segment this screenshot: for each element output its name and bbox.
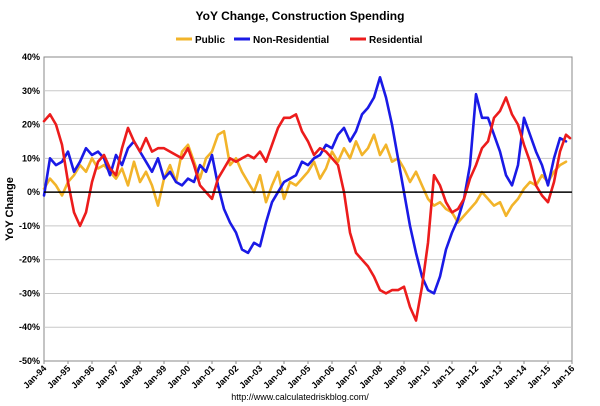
y-tick-label: -10% [19,221,40,231]
legend-label: Residential [369,35,423,46]
legend-label: Public [195,35,225,46]
chart-title: YoY Change, Construction Spending [196,9,405,23]
y-tick-label: 10% [22,153,40,163]
legend-item: Non-Residential [234,35,329,46]
source-url: http://www.calculatedriskblog.com/ [231,392,369,402]
y-tick-label: 0% [27,187,40,197]
series-line-non-residential [42,76,568,295]
legend-item: Public [176,35,225,46]
y-axis: -50% -40% -30% -20% -10% 0% 10% 20% 30% 40% [19,52,40,366]
y-tick-label: 20% [22,120,40,130]
y-tick-label: -40% [19,322,40,332]
y-tick-label: -50% [19,356,40,366]
y-tick-label: 40% [22,52,40,62]
y-tick-label: -20% [19,255,40,265]
plot-area [43,56,573,362]
series-group [42,76,572,322]
series-line-public [42,130,568,224]
legend: Public Non-Residential Residential [176,35,423,46]
series-line-residential [42,96,572,322]
y-axis-label: YoY Change [4,177,16,241]
legend-item: Residential [350,35,423,46]
y-tick-label: 30% [22,86,40,96]
y-tick-label: -30% [19,288,40,298]
legend-label: Non-Residential [253,35,329,46]
